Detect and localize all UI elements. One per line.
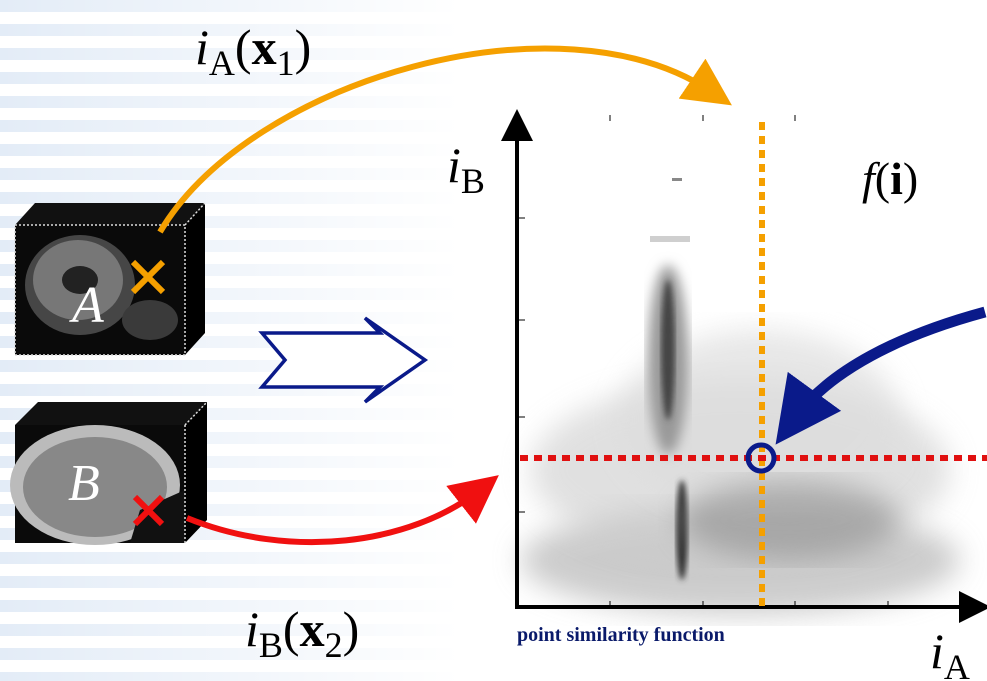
label-part: i: [447, 137, 461, 193]
label-part: 2: [325, 625, 343, 665]
slide: iA(x1) iB(x2) iB iA f(i) A B point simil…: [0, 0, 987, 681]
image-b-cube: [10, 402, 207, 545]
label-part: B: [461, 161, 485, 201]
label-part: i: [245, 601, 259, 657]
label-part: x: [252, 19, 277, 75]
image-b-label: B: [68, 455, 100, 512]
label-part: (: [235, 19, 252, 75]
page: {"math_labels": [ {"segments": [{"text":…: [0, 0, 987, 681]
label-part: i: [930, 623, 944, 679]
image-a-cube: [15, 203, 205, 355]
label-part: i: [195, 19, 209, 75]
label-part: (: [875, 153, 890, 204]
function-label: f(i): [862, 153, 918, 204]
label-part: B: [259, 625, 283, 665]
label-part: x: [300, 601, 325, 657]
label-part: ): [343, 601, 360, 657]
image-a-label: A: [69, 277, 104, 334]
x-axis-label: iA: [930, 623, 970, 681]
label-part: A: [209, 43, 235, 83]
caption: point similarity function: [517, 624, 725, 646]
label-part: (: [283, 601, 300, 657]
label-part: B: [68, 455, 100, 512]
label-part: i: [890, 153, 903, 204]
label-part: ): [295, 19, 312, 75]
label-part: A: [69, 277, 104, 334]
y-axis-label: iB: [447, 137, 485, 201]
label-part: ): [903, 153, 918, 204]
label-part: A: [944, 647, 970, 681]
label-part: 1: [277, 43, 295, 83]
